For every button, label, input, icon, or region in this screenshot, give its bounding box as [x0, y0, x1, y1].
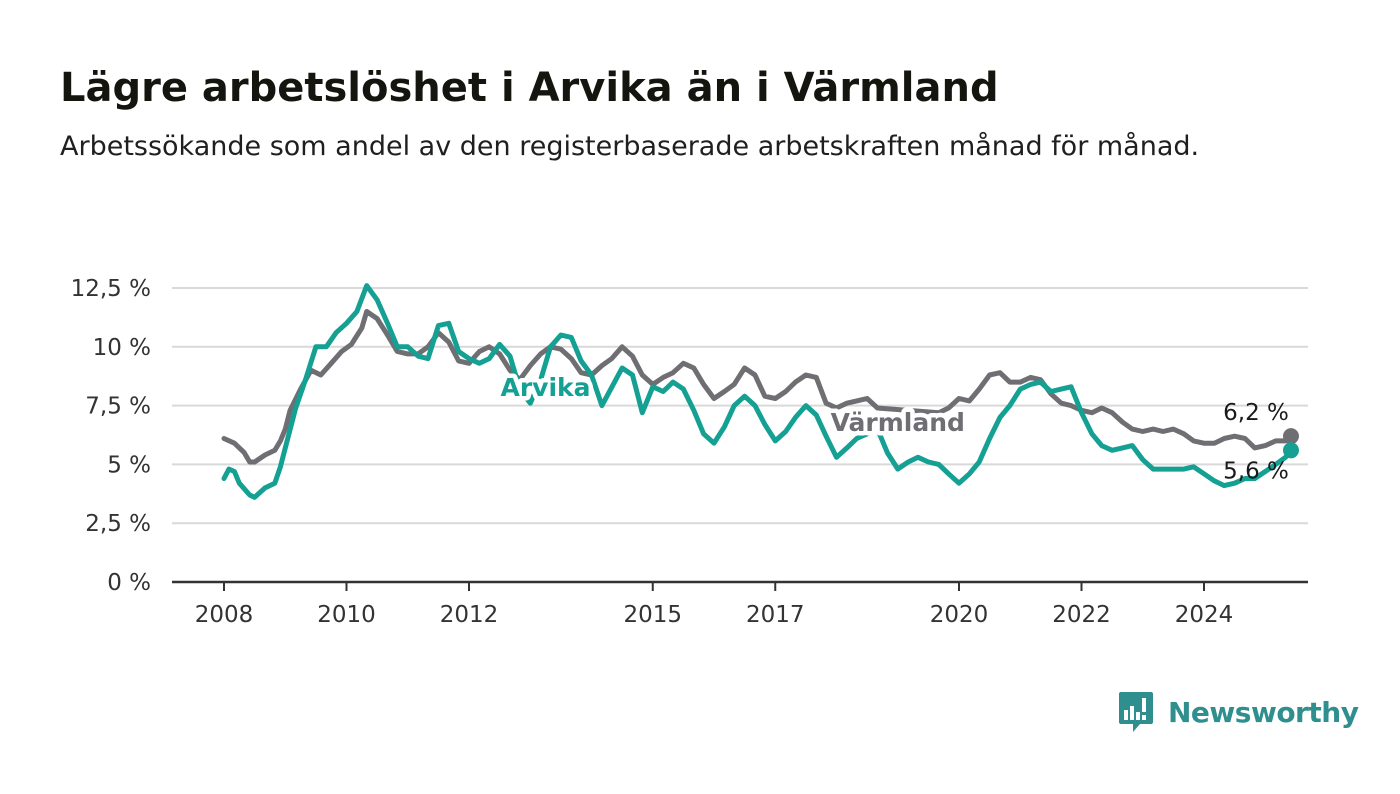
annotation-arvika: Arvika: [500, 373, 590, 402]
x-axis-ticks: 2008 2010 2012 2015 2017 2020 2022 2024: [195, 582, 1234, 628]
y-tick-label: 7,5 %: [85, 394, 151, 420]
x-tick-label: 2022: [1052, 602, 1111, 628]
series-lines: [221, 283, 1299, 500]
y-tick-label: 12,5 %: [71, 276, 151, 302]
end-point-arvika: [1282, 442, 1299, 459]
series-line-värmland: [221, 309, 1294, 465]
y-tick-label: 10 %: [93, 335, 151, 361]
x-tick-label: 2020: [930, 602, 989, 628]
y-tick-label: 2,5 %: [85, 511, 151, 537]
annotation-halo: Värmland: [831, 408, 965, 437]
x-tick-label: 2017: [746, 602, 805, 628]
y-tick-label: 0 %: [107, 570, 151, 596]
chart-title: Lägre arbetslöshet i Arvika än i Värmlan…: [60, 65, 999, 111]
y-axis-ticks: 0 % 2,5 % 5 % 7,5 % 10 % 12,5 %: [71, 276, 151, 596]
x-tick-label: 2010: [317, 602, 376, 628]
annotation-värmland: Värmland: [831, 408, 965, 437]
x-tick-label: 2015: [623, 602, 682, 628]
newsworthy-logo: Newsworthy: [1118, 690, 1359, 734]
x-tick-label: 2024: [1175, 602, 1234, 628]
chart-subtitle: Arbetssökande som andel av den registerb…: [60, 131, 1200, 162]
annotation-halo: Arvika: [500, 373, 590, 402]
series-line-arvika: [221, 283, 1294, 500]
gridlines: [172, 287, 1308, 584]
end-label-varmland: 6,2 %: [1223, 400, 1289, 426]
x-tick-label: 2008: [195, 602, 254, 628]
x-tick-label: 2012: [440, 602, 499, 628]
y-tick-label: 5 %: [107, 452, 151, 478]
bar-chart-icon: [1119, 692, 1153, 732]
end-point-värmland: [1282, 428, 1299, 445]
end-label-arvika: 5,6 %: [1223, 458, 1289, 484]
brand-name: Newsworthy: [1168, 695, 1359, 729]
